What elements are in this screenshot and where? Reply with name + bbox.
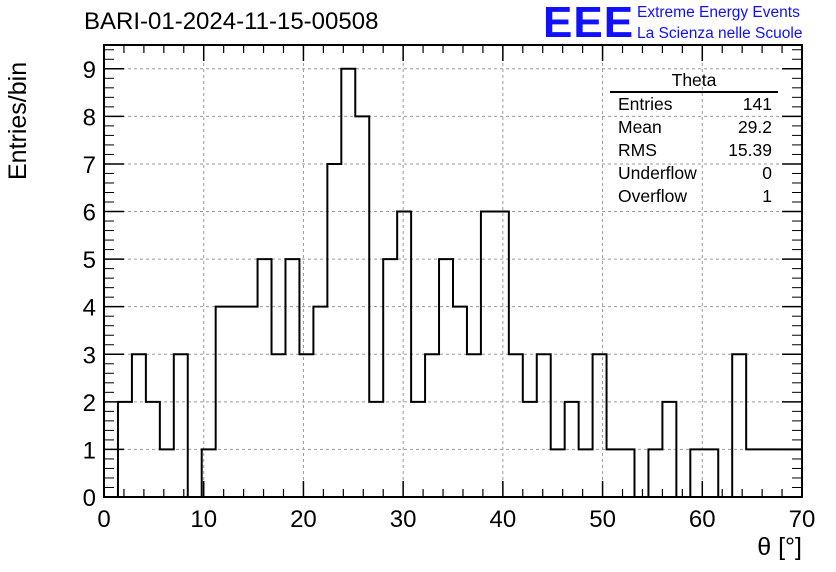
y-tick-label: 4 <box>83 295 96 322</box>
y-tick-label: 1 <box>83 437 96 464</box>
histogram-bin <box>341 69 355 497</box>
histogram-bin <box>704 449 718 497</box>
y-tick-label: 9 <box>83 57 96 84</box>
histogram-bin <box>439 259 453 497</box>
x-tick-label: 20 <box>290 506 317 533</box>
eee-logo: EEE <box>543 0 635 47</box>
stats-row-overflow: Overflow 1 <box>610 185 778 208</box>
histogram-bin <box>327 164 341 497</box>
chart-title: BARI-01-2024-11-15-00508 <box>84 8 379 35</box>
histogram-bin <box>272 354 286 497</box>
histogram-bin <box>244 307 258 497</box>
stats-row-entries: Entries 141 <box>610 93 778 116</box>
histogram-bin <box>467 354 481 497</box>
histogram-bars <box>104 67 802 498</box>
stats-title: Theta <box>610 70 778 93</box>
histogram-bin <box>648 449 662 497</box>
histogram-outline <box>104 67 802 498</box>
stats-value: 15.39 <box>728 140 772 160</box>
histogram-bin <box>425 354 439 497</box>
y-axis-label: Entries/bin <box>4 61 32 180</box>
histogram-bin <box>537 354 551 497</box>
histogram-bin <box>397 212 411 497</box>
histogram-bin <box>146 402 160 497</box>
histogram-bin <box>299 354 313 497</box>
histogram-bin <box>258 259 272 497</box>
stats-row-rms: RMS 15.39 <box>610 139 778 162</box>
x-tick-label: 50 <box>589 506 616 533</box>
y-tick-label: 2 <box>83 390 96 417</box>
y-tick-label: 8 <box>83 104 96 131</box>
stats-label: Underflow <box>618 163 697 183</box>
x-axis-label: θ [°] <box>757 533 802 561</box>
x-tick-label: 30 <box>390 506 417 533</box>
histogram-bin <box>607 449 621 497</box>
x-tick-label: 0 <box>97 506 110 533</box>
histogram-bin <box>132 354 146 497</box>
x-tick-label: 10 <box>190 506 217 533</box>
histogram-bin <box>383 259 397 497</box>
histogram-bin <box>285 259 299 497</box>
axis-ticks <box>103 45 803 498</box>
y-tick-label: 0 <box>83 485 96 512</box>
histogram-bin <box>565 402 579 497</box>
histogram-bin <box>355 116 369 497</box>
histogram-bin <box>746 449 760 497</box>
stats-row-mean: Mean 29.2 <box>610 116 778 139</box>
y-tick-label: 3 <box>83 342 96 369</box>
stats-label: Mean <box>618 117 662 137</box>
x-tick-label: 70 <box>789 506 816 533</box>
stats-value: 0 <box>762 163 772 183</box>
histogram-bin <box>230 307 244 497</box>
brand-line-2: La Scienza nelle Scuole <box>637 25 803 42</box>
histogram-bin <box>369 402 383 497</box>
plot-frame <box>103 44 803 498</box>
histogram-bin <box>774 449 788 497</box>
histogram-bin <box>523 402 537 497</box>
stats-label: Entries <box>618 94 673 114</box>
y-tick-label: 7 <box>83 152 96 179</box>
histogram-bin <box>732 354 746 497</box>
histogram-bin <box>495 212 509 497</box>
histogram-bin <box>411 402 425 497</box>
histogram-bin <box>788 449 802 497</box>
stats-box: Theta Entries 141 Mean 29.2 RMS 15.39 Un… <box>610 70 778 208</box>
histogram-bin <box>509 354 523 497</box>
histogram-bin <box>579 449 593 497</box>
y-tick-label: 5 <box>83 247 96 274</box>
histogram-bin <box>160 449 174 497</box>
brand-line-1: Extreme Energy Events <box>637 4 800 21</box>
stats-label: RMS <box>618 140 657 160</box>
histogram-bin <box>453 307 467 497</box>
y-tick-label: 6 <box>83 200 96 227</box>
histogram-bin <box>481 212 495 497</box>
stats-value: 29.2 <box>737 117 772 137</box>
x-tick-label: 40 <box>490 506 517 533</box>
stats-value: 141 <box>742 94 772 114</box>
stats-label: Overflow <box>618 186 688 206</box>
histogram-bin <box>313 307 327 497</box>
histogram-bin <box>174 354 188 497</box>
stats-value: 1 <box>762 186 772 206</box>
histogram-bin <box>662 402 676 497</box>
x-tick-label: 60 <box>689 506 716 533</box>
histogram-bin <box>593 354 607 497</box>
stats-row-underflow: Underflow 0 <box>610 162 778 185</box>
histogram-bin <box>216 307 230 497</box>
